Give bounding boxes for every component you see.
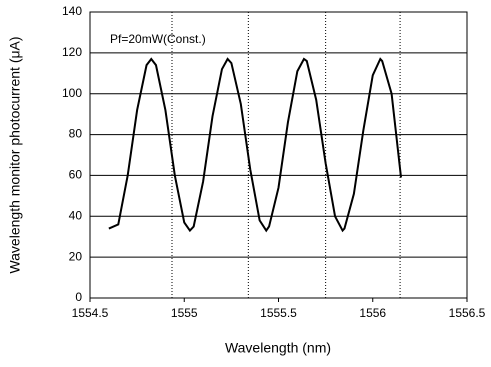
data-line bbox=[108, 57, 403, 233]
x-tick-label: 1555.5 bbox=[260, 306, 297, 320]
x-tick-label: 1556.5 bbox=[449, 306, 486, 320]
y-tick-label: 100 bbox=[62, 86, 82, 100]
y-tick-label: 20 bbox=[69, 249, 83, 263]
y-tick-label: 140 bbox=[62, 4, 82, 18]
annotation: Pf=20mW(Const.) bbox=[110, 32, 206, 46]
y-tick-label: 60 bbox=[69, 168, 83, 182]
y-tick-label: 120 bbox=[62, 45, 82, 59]
y-tick-label: 40 bbox=[69, 208, 83, 222]
x-tick-label: 1554.5 bbox=[72, 306, 109, 320]
y-tick-label: 80 bbox=[69, 127, 83, 141]
x-tick-label: 1556 bbox=[359, 306, 386, 320]
y-axis-title: Wavelength monitor photocurrent (μA) bbox=[7, 36, 23, 273]
x-tick-label: 1555 bbox=[171, 306, 198, 320]
y-tick-label: 0 bbox=[75, 290, 82, 304]
x-axis-title: Wavelength (nm) bbox=[225, 340, 331, 356]
plot-frame bbox=[89, 11, 468, 299]
